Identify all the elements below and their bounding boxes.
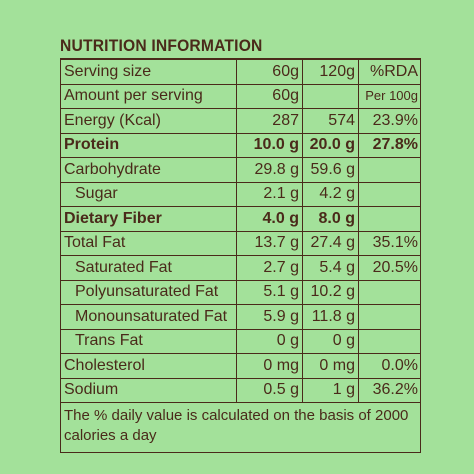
nutrient-value-60g: 13.7 g [236,230,303,256]
nutrient-value-60g: 2.1 g [236,181,303,207]
rda-basis-note: Per 100g [358,83,421,109]
nutrient-value-120g: 11.8 g [302,304,359,330]
nutrient-value-60g: 5.9 g [236,304,303,330]
nutrient-rda: 23.9% [358,108,421,134]
nutrient-row: Protein 10.0 g 20.0 g 27.8% [60,132,421,158]
amount-per-serving-empty [302,83,359,109]
nutrient-name: Total Fat [60,230,237,256]
nutrient-row: Dietary Fiber 4.0 g 8.0 g [60,206,421,232]
nutrient-rda: 36.2% [358,377,421,403]
nutrient-rda: 20.5% [358,255,421,281]
nutrient-value-60g: 5.1 g [236,279,303,305]
nutrient-value-60g: 2.7 g [236,255,303,281]
nutrient-rda [358,206,421,232]
footnote: The % daily value is calculated on the b… [60,402,421,453]
nutrient-row: Cholesterol 0 mg 0 mg 0.0% [60,353,421,379]
nutrient-row: Sugar 2.1 g 4.2 g [60,181,421,207]
nutrient-row: Monounsaturated Fat 5.9 g 11.8 g [60,304,421,330]
nutrient-rda [358,279,421,305]
nutrient-row: Saturated Fat 2.7 g 5.4 g 20.5% [60,255,421,281]
nutrient-value-120g: 0 mg [302,353,359,379]
nutrition-label: NUTRITION INFORMATION Serving size 60g 1… [60,34,421,453]
nutrient-value-120g: 8.0 g [302,206,359,232]
nutrient-value-120g: 1 g [302,377,359,403]
nutrient-rda: 27.8% [358,132,421,158]
nutrient-value-60g: 0 g [236,328,303,354]
nutrient-value-120g: 27.4 g [302,230,359,256]
header-row: Serving size 60g 120g %RDA [60,58,421,85]
nutrient-name: Carbohydrate [60,157,237,183]
nutrition-table: Serving size 60g 120g %RDA Amount per se… [60,58,421,453]
nutrient-name: Monounsaturated Fat [60,304,237,330]
nutrient-row: Total Fat 13.7 g 27.4 g 35.1% [60,230,421,256]
nutrient-rda [358,181,421,207]
serving-size-label: Serving size [60,58,237,85]
amount-per-serving-row: Amount per serving 60g Per 100g [60,83,421,109]
nutrient-name: Protein [60,132,237,158]
nutrient-value-120g: 59.6 g [302,157,359,183]
nutrient-value-60g: 29.8 g [236,157,303,183]
rda-header: %RDA [358,58,421,85]
nutrient-value-120g: 20.0 g [302,132,359,158]
nutrient-value-120g: 0 g [302,328,359,354]
nutrient-row: Energy (Kcal) 287 574 23.9% [60,108,421,134]
amount-per-serving-value: 60g [236,83,303,109]
nutrient-value-60g: 0.5 g [236,377,303,403]
nutrient-name: Saturated Fat [60,255,237,281]
nutrient-rda: 0.0% [358,353,421,379]
column-120g-header: 120g [302,58,359,85]
nutrient-rda [358,304,421,330]
nutrient-value-60g: 4.0 g [236,206,303,232]
nutrient-value-60g: 287 [236,108,303,134]
nutrient-name: Sodium [60,377,237,403]
nutrient-rda: 35.1% [358,230,421,256]
nutrient-value-120g: 5.4 g [302,255,359,281]
nutrient-name: Energy (Kcal) [60,108,237,134]
nutrient-rda [358,328,421,354]
nutrient-value-60g: 0 mg [236,353,303,379]
nutrient-rda [358,157,421,183]
nutrient-name: Polyunsaturated Fat [60,279,237,305]
nutrient-row: Polyunsaturated Fat 5.1 g 10.2 g [60,279,421,305]
footnote-row: The % daily value is calculated on the b… [60,402,421,453]
nutrient-value-120g: 574 [302,108,359,134]
amount-per-serving-label: Amount per serving [60,83,237,109]
nutrient-value-60g: 10.0 g [236,132,303,158]
nutrient-name: Sugar [60,181,237,207]
nutrient-name: Trans Fat [60,328,237,354]
nutrient-name: Cholesterol [60,353,237,379]
nutrient-row: Carbohydrate 29.8 g 59.6 g [60,157,421,183]
column-60g-header: 60g [236,58,303,85]
nutrient-name: Dietary Fiber [60,206,237,232]
nutrient-value-120g: 4.2 g [302,181,359,207]
label-title: NUTRITION INFORMATION [60,36,263,55]
nutrient-value-120g: 10.2 g [302,279,359,305]
